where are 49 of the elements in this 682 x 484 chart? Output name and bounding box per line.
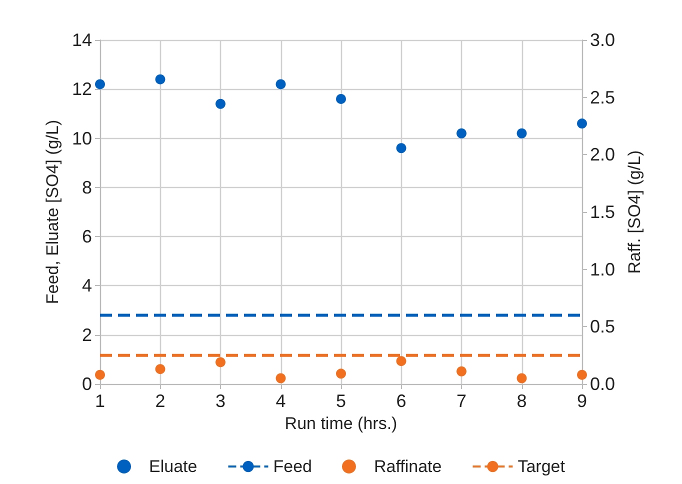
x-tick-label: 7 bbox=[456, 391, 467, 411]
point bbox=[155, 74, 166, 84]
y2-tick-label: 3.0 bbox=[590, 30, 616, 50]
point bbox=[396, 356, 406, 366]
x-tick-label: 8 bbox=[516, 391, 527, 411]
point bbox=[336, 368, 346, 379]
y-tick-label: 6 bbox=[82, 226, 92, 247]
y2-tick-label: 0.0 bbox=[590, 374, 616, 394]
y2-axis-title: Raff. [SO4] (g/L) bbox=[624, 150, 644, 274]
y2-tick-label: 2.0 bbox=[590, 144, 616, 165]
point bbox=[516, 373, 527, 384]
point bbox=[336, 94, 346, 104]
point bbox=[577, 370, 587, 380]
point bbox=[577, 118, 587, 129]
point bbox=[276, 79, 286, 90]
point bbox=[516, 128, 527, 138]
y-tick-label: 14 bbox=[72, 30, 92, 50]
point bbox=[216, 357, 226, 368]
y-tick-label: 8 bbox=[82, 177, 92, 198]
y2-tick-label: 1.5 bbox=[590, 202, 616, 222]
point bbox=[456, 128, 466, 138]
y-tick-label: 2 bbox=[82, 324, 92, 345]
y2-tick-label: 2.5 bbox=[590, 87, 616, 108]
point bbox=[276, 373, 286, 384]
y2-tick-label: 0.5 bbox=[590, 316, 616, 337]
point bbox=[155, 364, 166, 374]
legend-label: Eluate bbox=[149, 457, 198, 476]
x-tick-label: 5 bbox=[336, 391, 346, 411]
y-tick-label: 4 bbox=[82, 276, 92, 296]
x-tick-label: 9 bbox=[576, 391, 588, 411]
x-axis-title: Run time (hrs.) bbox=[284, 414, 398, 433]
point bbox=[95, 370, 105, 380]
x-tick-label: 1 bbox=[94, 391, 106, 411]
y2-tick-label: 1.0 bbox=[590, 259, 616, 280]
point bbox=[216, 98, 226, 109]
legend-label: Target bbox=[518, 457, 566, 476]
point bbox=[456, 366, 466, 376]
legend-label: Raffinate bbox=[374, 457, 442, 476]
y-tick-label: 0 bbox=[82, 374, 92, 394]
x-tick-label: 3 bbox=[215, 391, 226, 411]
point bbox=[396, 143, 406, 154]
y-axis-title: Feed, Eluate [SO4] (g/L) bbox=[43, 120, 62, 304]
x-tick-label: 2 bbox=[155, 391, 166, 411]
x-tick-label: 4 bbox=[276, 391, 286, 411]
legend-label: Feed bbox=[273, 457, 312, 476]
x-tick-label: 6 bbox=[396, 391, 406, 411]
y-tick-label: 12 bbox=[72, 79, 92, 100]
y-tick-label: 10 bbox=[72, 128, 92, 148]
point bbox=[95, 79, 105, 90]
